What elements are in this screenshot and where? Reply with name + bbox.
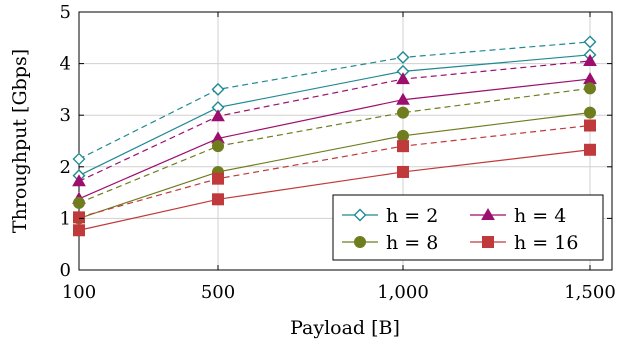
data-point-dashed [397,106,409,119]
series-line-dashed [78,87,591,204]
data-point-dashed [73,196,85,209]
data-point-solid [397,129,409,142]
legend-label: h = 16 [514,232,578,254]
legend-entry: h = 16 [470,232,578,254]
legend-entry: h = 2 [342,205,438,227]
data-point-solid [396,92,410,105]
series-line-solid [78,78,591,200]
plot-frame [78,11,613,271]
legend-label: h = 8 [386,232,438,254]
x-tick-label: 1,500 [564,282,616,303]
series-line-dashed [78,41,591,160]
x-tick-label: 1,000 [377,282,429,303]
series-h-2 [72,35,597,183]
data-point-dashed [583,54,597,67]
y-axis-label: Throughput [Gbps] [9,49,31,233]
data-point-dashed [584,119,596,132]
x-tick-label: 500 [201,282,235,303]
legend-marker [353,208,367,222]
data-point-solid [397,165,409,178]
data-point-solid [212,193,224,206]
series-line-solid [78,149,591,231]
series-layer [72,35,597,237]
series-line-solid [78,112,591,219]
legend-marker [354,236,366,248]
data-point-dashed [73,211,85,224]
data-point-dashed [211,82,225,96]
data-point-dashed [211,109,225,122]
data-point-dashed [396,50,410,64]
data-point-dashed [72,174,86,187]
data-point-dashed [583,35,597,49]
series-h-4 [72,54,597,204]
series-h-16 [73,119,596,237]
legend-box [332,194,604,261]
data-point-dashed [584,82,596,95]
legend: h = 2 h = 4 h = 8 h = 16 [332,194,604,261]
y-tick-label: 4 [60,54,71,75]
data-point-solid [583,72,597,85]
series-line-dashed [78,124,591,218]
legend-entry: h = 8 [342,232,438,254]
y-tick-label: 1 [60,208,71,229]
legend-marker [482,236,494,248]
axis-ticks: 0 1 2 3 4 5 100 500 1,000 1,500 [60,2,616,303]
data-point-solid [584,143,596,156]
legend-label: h = 2 [386,205,438,227]
y-tick-label: 2 [60,157,71,178]
x-axis-label: Payload [B] [290,317,400,339]
data-point-solid [584,106,596,119]
data-point-dashed [72,152,86,166]
legend-marker [481,207,495,220]
y-tick-label: 5 [60,2,71,23]
legend-entry: h = 4 [470,205,566,227]
y-tick-label: 0 [60,260,71,281]
y-tick-label: 3 [60,105,71,126]
series-line-solid [78,54,591,177]
data-point-solid [73,224,85,237]
x-tick-label: 100 [62,282,96,303]
data-point-dashed [212,140,224,153]
data-point-dashed [396,72,410,85]
series-h-8 [73,82,596,225]
legend-label: h = 4 [514,205,566,227]
data-point-dashed [397,140,409,153]
data-point-dashed [212,172,224,185]
